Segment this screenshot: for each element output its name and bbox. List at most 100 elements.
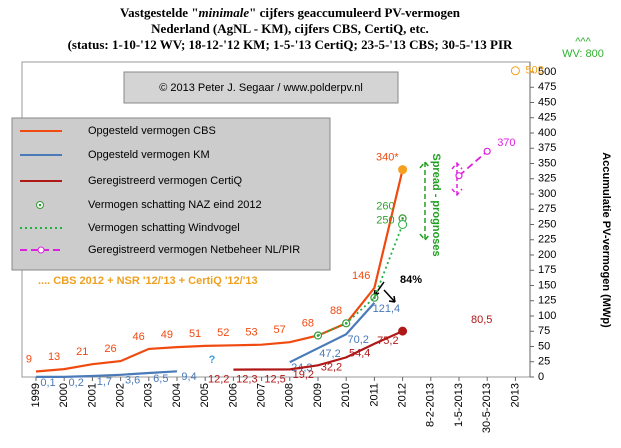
- y-tick-label: 300: [538, 188, 556, 200]
- y-tick-label: 275: [538, 203, 556, 215]
- x-tick-label: 2005: [199, 383, 211, 407]
- point-dot: [401, 217, 404, 220]
- x-tick-label: 2013: [509, 383, 521, 407]
- data-label: 370: [497, 137, 515, 149]
- data-label: 47,2: [319, 348, 340, 360]
- data-label: 19,2: [293, 369, 314, 381]
- data-label: 146: [352, 270, 370, 282]
- data-label: 26: [104, 343, 116, 355]
- data-label: 57: [274, 324, 286, 336]
- end-point: [398, 326, 408, 336]
- data-label: 75,2: [377, 335, 398, 347]
- spread-arrow: [451, 161, 463, 197]
- y-tick-label: 200: [538, 249, 556, 261]
- y-tick-label: 350: [538, 157, 556, 169]
- series-line: [36, 302, 376, 378]
- y-tick-label: 0: [538, 371, 544, 383]
- y-tick-label: 375: [538, 142, 556, 154]
- spread-arrow: [419, 160, 431, 242]
- data-label: 9,4: [181, 371, 196, 383]
- chart-title: Nederland (AgNL - KM), cijfers CBS, Cert…: [151, 21, 429, 36]
- arrow: [383, 289, 396, 303]
- x-tick-label: 2010: [340, 383, 352, 407]
- end-point: [398, 165, 408, 175]
- series-line: [458, 150, 488, 177]
- data-label: 340*: [376, 152, 399, 164]
- data-label: 53: [245, 327, 257, 339]
- x-tick-label: 8-2-2013: [425, 383, 437, 427]
- title-part: Vastgestelde ": [120, 5, 199, 20]
- data-label: 80,5: [471, 314, 492, 326]
- annotation: WV: 800: [562, 48, 604, 60]
- data-label: 70,2: [347, 334, 368, 346]
- data-label: 250: [376, 214, 394, 226]
- legend-label: Opgesteld vermogen KM: [88, 149, 210, 161]
- data-label: 68: [302, 317, 314, 329]
- point: [483, 147, 491, 155]
- x-tick-label: 2007: [256, 383, 268, 407]
- x-tick-label: 2009: [312, 383, 324, 407]
- data-label: 88: [330, 305, 342, 317]
- x-tick-label: 2008: [284, 383, 296, 407]
- end-point: [510, 66, 520, 76]
- data-label: 0,1: [40, 377, 55, 389]
- legend-marker: [37, 246, 45, 254]
- x-tick-label: 1-5-2013: [453, 383, 465, 427]
- y-tick-label: 325: [538, 173, 556, 185]
- y-tick-label: 125: [538, 295, 556, 307]
- copyright-box: [123, 71, 399, 104]
- data-label: 49: [161, 329, 173, 341]
- x-tick-label: 30-5-2013: [481, 383, 493, 433]
- title-part: (status: 1-10-'12 WV; 18-12-'12 KM; 1-5-…: [68, 37, 513, 52]
- data-label: 502: [525, 65, 543, 77]
- x-tick-label: 2001: [86, 383, 98, 407]
- data-label: 3,6: [125, 375, 140, 387]
- annotation: ^^^: [575, 36, 591, 48]
- data-label: 0,2: [69, 377, 84, 389]
- x-tick-label: 2011: [368, 383, 380, 407]
- data-label: 51: [189, 328, 201, 340]
- copyright: © 2013 Peter J. Segaar / www.polderpv.nl: [159, 82, 363, 94]
- annotation: Spread - prognoses: [430, 153, 442, 256]
- y-axis-label: Accumulatie PV-vermogen (MWp): [600, 152, 612, 328]
- y-tick-label: 250: [538, 218, 556, 230]
- chart-title: Vastgestelde "minimale" cijfers geaccumu…: [120, 5, 461, 20]
- data-label: 46: [133, 331, 145, 343]
- data-label: 52: [217, 327, 229, 339]
- y-tick-label: 75: [538, 325, 550, 337]
- x-tick-label: 2012: [397, 383, 409, 407]
- x-tick-label: 2006: [227, 383, 239, 407]
- legend-label: Geregistreerd vermogen Netbeheer NL/PIR: [88, 244, 300, 256]
- data-label: 21: [76, 346, 88, 358]
- y-tick-label: 450: [538, 96, 556, 108]
- point: [455, 172, 463, 180]
- y-tick-label: 25: [538, 356, 550, 368]
- legend-label: .... CBS 2012 + NSR '12/'13 + CertiQ '12…: [38, 275, 258, 287]
- y-tick-label: 400: [538, 127, 556, 139]
- data-label: 32,2: [321, 361, 342, 373]
- data-label: 6,5: [153, 373, 168, 385]
- data-label: 260: [376, 200, 394, 212]
- legend-label: Opgesteld vermogen CBS: [88, 125, 216, 137]
- annotation: 84%: [400, 274, 422, 286]
- data-label: 13: [48, 351, 60, 363]
- title-part: minimale: [199, 5, 250, 20]
- legend-marker: [38, 203, 42, 207]
- y-tick-label: 425: [538, 112, 556, 124]
- x-tick-label: 1999: [30, 383, 42, 407]
- legend-label: Geregistreerd vermogen CertiQ: [88, 175, 243, 187]
- y-tick-label: 50: [538, 340, 550, 352]
- data-label: 9: [26, 353, 32, 365]
- legend-box: [11, 117, 331, 271]
- point-dot: [373, 296, 376, 300]
- data-label: 12,2: [208, 373, 229, 385]
- y-tick-label: 100: [538, 310, 556, 322]
- x-tick-label: 2003: [143, 383, 155, 407]
- arrows: [373, 160, 463, 303]
- title-part: " cijfers geaccumuleerd PV-vermogen: [249, 5, 461, 20]
- series-line: [233, 330, 404, 371]
- series-line: [317, 224, 404, 337]
- x-tick-label: 2002: [115, 383, 127, 407]
- data-label: 12,5: [264, 373, 285, 385]
